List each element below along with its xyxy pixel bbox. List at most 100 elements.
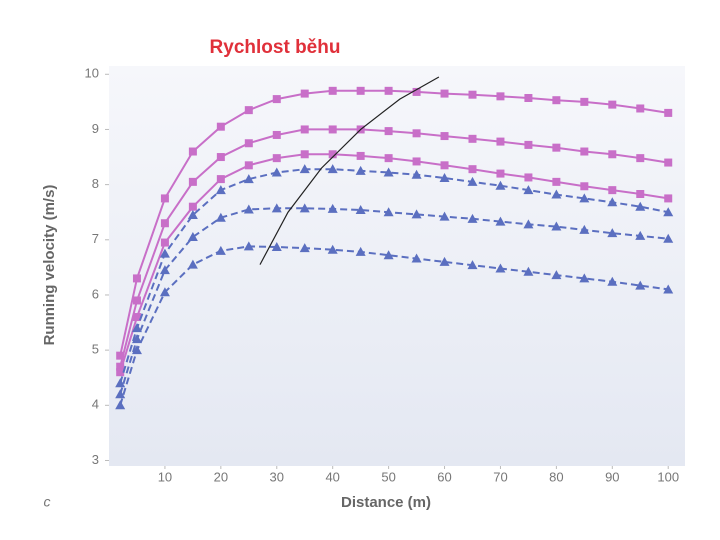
point xyxy=(580,97,589,106)
point xyxy=(495,263,506,273)
point xyxy=(356,86,365,95)
y-tick-label: 10 xyxy=(85,66,99,81)
point xyxy=(272,130,281,139)
point xyxy=(524,94,533,102)
point xyxy=(580,182,589,191)
point xyxy=(115,378,126,388)
point xyxy=(328,125,337,134)
point xyxy=(116,362,125,371)
point xyxy=(663,284,674,294)
point xyxy=(216,175,225,184)
point xyxy=(579,273,590,283)
point xyxy=(608,186,617,195)
point xyxy=(468,165,477,174)
point xyxy=(384,127,393,136)
point xyxy=(439,256,450,266)
point xyxy=(635,230,646,240)
x-tick-label: 70 xyxy=(493,469,507,484)
y-tick-label: 4 xyxy=(92,397,99,412)
point xyxy=(440,89,449,98)
point xyxy=(496,169,505,178)
point xyxy=(636,190,645,198)
point xyxy=(607,228,618,238)
point xyxy=(411,169,422,179)
point xyxy=(187,232,198,242)
point xyxy=(328,86,337,95)
series-line xyxy=(259,76,440,265)
point xyxy=(552,143,561,152)
point xyxy=(188,147,197,156)
point xyxy=(411,209,422,219)
point xyxy=(187,209,198,219)
point xyxy=(551,221,562,231)
point xyxy=(552,96,561,105)
point xyxy=(468,134,477,143)
point xyxy=(160,194,169,203)
point xyxy=(467,213,478,223)
point xyxy=(244,106,253,115)
point xyxy=(244,161,253,170)
point xyxy=(664,194,673,203)
point xyxy=(440,161,449,170)
point xyxy=(299,164,310,174)
point xyxy=(132,313,141,322)
y-tick-label: 7 xyxy=(92,231,99,246)
point xyxy=(467,176,478,186)
point xyxy=(115,389,126,399)
point xyxy=(159,287,170,297)
point xyxy=(384,86,393,95)
point xyxy=(664,108,673,117)
point xyxy=(160,219,169,228)
point xyxy=(412,157,421,166)
point xyxy=(355,205,366,214)
point xyxy=(299,203,310,213)
point xyxy=(131,323,142,333)
point xyxy=(636,154,645,163)
panel-label: c xyxy=(44,494,51,510)
x-tick-label: 80 xyxy=(549,469,563,484)
point xyxy=(523,219,534,229)
point xyxy=(187,259,198,269)
y-tick-label: 5 xyxy=(92,342,99,357)
point xyxy=(411,253,422,263)
point xyxy=(579,224,590,234)
point xyxy=(215,245,226,255)
x-tick-label: 30 xyxy=(270,469,284,484)
point xyxy=(356,151,365,160)
point xyxy=(355,246,366,256)
point xyxy=(299,243,310,253)
point xyxy=(608,100,617,109)
y-tick-label: 6 xyxy=(92,286,99,301)
point xyxy=(131,334,142,344)
point xyxy=(579,193,590,203)
point xyxy=(300,125,309,134)
point xyxy=(664,158,673,167)
point xyxy=(524,173,533,182)
point xyxy=(551,189,562,199)
point xyxy=(216,153,225,162)
point xyxy=(495,216,506,226)
point xyxy=(383,250,394,260)
point xyxy=(552,177,561,186)
point xyxy=(243,241,254,251)
plot: 3 4 5 6 7 8 9 10 10 20 30 40 50 60 70 80 90 100 xyxy=(85,66,680,485)
y-axis-label: Running velocity (m/s) xyxy=(41,185,58,346)
x-axis-label: Distance (m) xyxy=(341,494,431,511)
point xyxy=(300,89,309,98)
point xyxy=(607,276,618,286)
y-tick-label: 3 xyxy=(92,452,99,467)
point xyxy=(355,165,366,175)
point xyxy=(188,202,197,211)
point xyxy=(132,296,141,305)
x-tick-label: 10 xyxy=(158,469,172,484)
point xyxy=(580,147,589,156)
point xyxy=(440,132,449,141)
point xyxy=(328,150,337,159)
point xyxy=(188,177,197,186)
point xyxy=(244,139,253,148)
point xyxy=(383,207,394,217)
point xyxy=(412,87,421,96)
point xyxy=(215,212,226,222)
point xyxy=(272,95,281,104)
